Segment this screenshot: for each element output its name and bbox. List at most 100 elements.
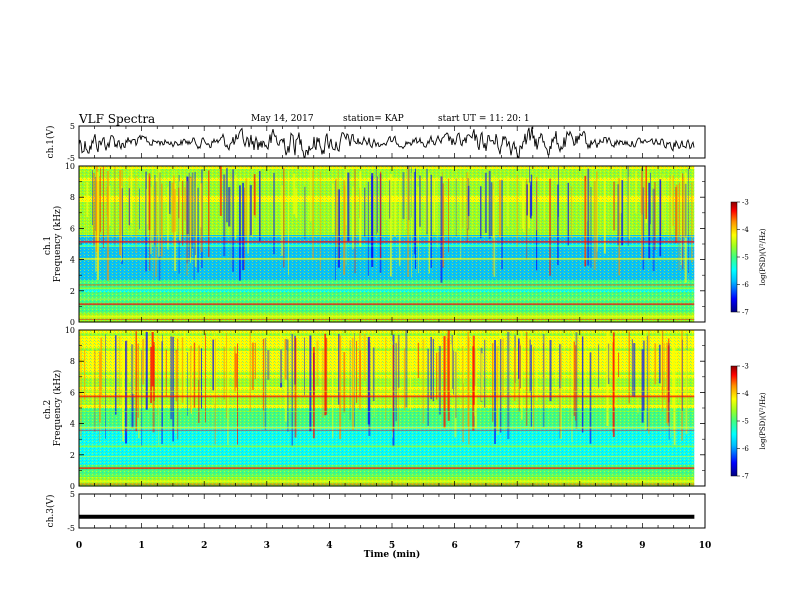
sferic-burst	[675, 184, 678, 242]
sferic-burst	[417, 342, 420, 379]
sferic-burst	[533, 346, 535, 430]
sferic-burst	[438, 351, 441, 396]
sferic-burst	[418, 186, 420, 274]
sferic-burst	[685, 350, 688, 434]
x-tick-label: 9	[639, 541, 645, 551]
sferic-burst	[397, 334, 400, 388]
x-tick-label: 6	[451, 541, 457, 551]
sferic-burst	[681, 330, 684, 441]
sferic-burst	[498, 180, 501, 238]
sferic-burst	[148, 173, 151, 231]
sferic-burst	[662, 174, 664, 221]
tone-line	[79, 395, 695, 398]
sferic-burst	[526, 179, 528, 260]
sferic-burst	[153, 185, 154, 281]
sferic-burst	[484, 172, 487, 233]
sferic-burst	[371, 173, 374, 268]
sferic-burst	[390, 349, 393, 409]
sferic-burst	[204, 333, 206, 423]
sferic-burst	[497, 352, 499, 435]
sferic-burst	[496, 352, 498, 429]
tone-line	[79, 483, 695, 485]
sferic-burst	[230, 172, 232, 268]
sferic-burst	[343, 180, 346, 275]
sferic-burst	[467, 343, 469, 395]
sferic-burst	[184, 186, 186, 221]
sferic-burst	[102, 166, 105, 248]
sferic-burst	[128, 188, 130, 226]
sferic-burst	[135, 331, 137, 432]
x-tick-label: 5	[389, 541, 395, 551]
sferic-burst	[428, 172, 430, 274]
y-tick-label: 5	[70, 490, 75, 499]
sferic-burst	[507, 348, 509, 427]
x-tick-label: 0	[76, 541, 82, 551]
sferic-burst	[641, 349, 644, 423]
sferic-burst	[118, 336, 121, 407]
x-tick-label: 8	[577, 541, 583, 551]
sferic-burst	[528, 182, 530, 229]
sferic-burst	[180, 344, 182, 409]
sferic-burst	[263, 344, 264, 428]
sferic-burst	[162, 334, 163, 429]
sferic-burst	[186, 181, 188, 276]
sferic-burst	[480, 353, 483, 401]
sferic-burst	[175, 353, 177, 434]
tone-line	[79, 480, 695, 483]
sferic-burst	[529, 339, 531, 393]
sferic-burst	[332, 183, 334, 233]
sferic-burst	[443, 336, 446, 429]
y-tick-label: 6	[70, 388, 75, 397]
sferic-burst	[671, 174, 673, 235]
sferic-burst	[521, 331, 523, 420]
sferic-burst	[152, 169, 154, 246]
sferic-burst	[496, 345, 499, 402]
sferic-burst	[352, 186, 354, 249]
tone-line	[79, 445, 695, 448]
sferic-burst	[253, 174, 256, 216]
sferic-burst	[678, 182, 681, 236]
sferic-burst	[637, 335, 639, 414]
tone-line	[79, 312, 695, 314]
sferic-burst	[460, 182, 462, 260]
sferic-burst	[463, 340, 464, 384]
sferic-burst	[586, 168, 588, 222]
sferic-burst	[560, 353, 562, 381]
sferic-burst	[678, 184, 680, 271]
sferic-burst	[488, 170, 491, 239]
sferic-burst	[628, 331, 630, 404]
sferic-burst	[449, 344, 453, 389]
sferic-burst	[223, 346, 225, 400]
sferic-burst	[109, 185, 111, 226]
sferic-burst	[115, 335, 117, 415]
sferic-burst	[343, 352, 346, 413]
sferic-burst	[86, 179, 87, 243]
tone-line	[79, 240, 695, 243]
sferic-burst	[654, 181, 656, 250]
sferic-burst	[542, 334, 545, 428]
sferic-burst	[530, 174, 533, 216]
sferic-burst	[157, 335, 159, 416]
sferic-burst	[364, 187, 366, 238]
sferic-burst	[165, 349, 167, 397]
sferic-burst	[559, 341, 562, 439]
sferic-burst	[168, 180, 171, 214]
sferic-burst	[691, 182, 693, 263]
sferic-burst	[161, 182, 163, 237]
sferic-burst	[409, 351, 412, 411]
sferic-burst	[194, 171, 196, 256]
sferic-burst	[177, 338, 179, 440]
no-data-strip	[694, 330, 705, 486]
sferic-burst	[316, 340, 319, 387]
sferic-burst	[475, 340, 477, 429]
sferic-burst	[402, 172, 405, 220]
sferic-burst	[451, 334, 453, 390]
sferic-burst	[681, 339, 683, 412]
sferic-burst	[507, 331, 510, 440]
sferic-burst	[573, 341, 575, 417]
sferic-burst	[453, 350, 455, 395]
sferic-burst	[99, 176, 101, 241]
sferic-burst	[92, 170, 93, 226]
y-tick-label: 4	[70, 256, 75, 265]
sferic-burst	[619, 168, 622, 214]
